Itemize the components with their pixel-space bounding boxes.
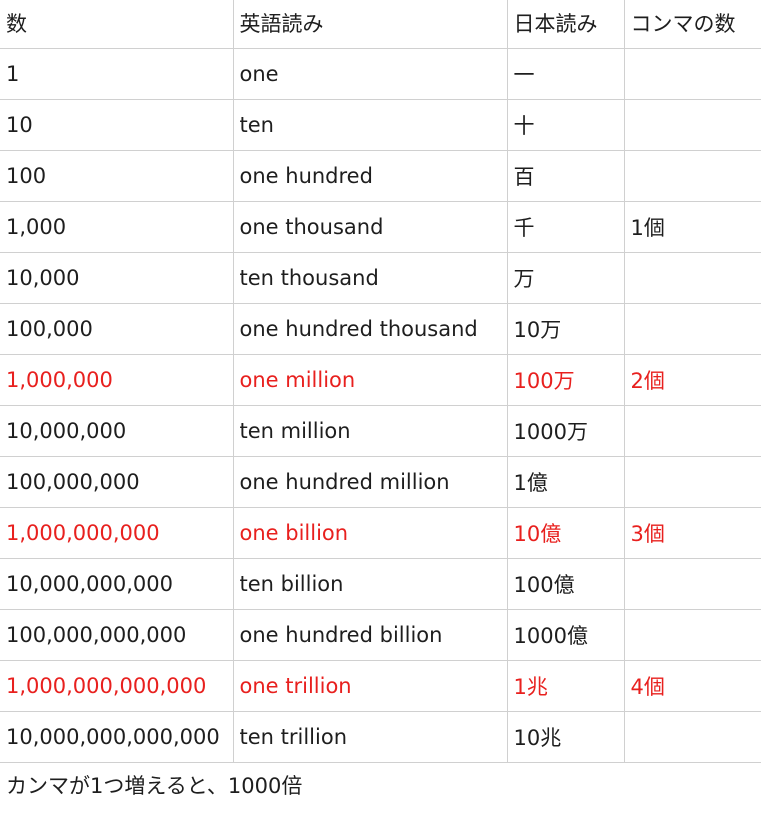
table-row: 10,000,000,000,000 ten trillion 10兆 bbox=[0, 711, 761, 763]
cell-english-reading: one hundred million bbox=[233, 456, 508, 508]
cell-number: 10,000 bbox=[0, 252, 234, 304]
cell-number: 100,000,000 bbox=[0, 456, 234, 508]
cell-number: 100,000 bbox=[0, 303, 234, 355]
footnote: カンマが1つ増えると、1000倍 bbox=[6, 773, 303, 798]
cell-number: 10,000,000 bbox=[0, 405, 234, 457]
cell-number: 1,000,000,000 bbox=[0, 507, 234, 559]
table-row: 100,000,000 one hundred million 1億 bbox=[0, 456, 761, 508]
cell-english-reading: one million bbox=[233, 354, 508, 406]
cell-english-reading: one billion bbox=[233, 507, 508, 559]
cell-number: 1 bbox=[0, 48, 234, 100]
cell-comma-count: 2個 bbox=[624, 354, 761, 406]
cell-comma-count bbox=[624, 150, 761, 202]
cell-comma-count bbox=[624, 99, 761, 151]
cell-english-reading: one bbox=[233, 48, 508, 100]
header-japanese-reading: 日本読み bbox=[507, 0, 625, 49]
header-comma-count: コンマの数 bbox=[624, 0, 761, 49]
cell-comma-count bbox=[624, 252, 761, 304]
cell-english-reading: one thousand bbox=[233, 201, 508, 253]
cell-japanese-reading: 1億 bbox=[507, 456, 625, 508]
table-row: 10,000,000,000 ten billion 100億 bbox=[0, 558, 761, 610]
cell-japanese-reading: 万 bbox=[507, 252, 625, 304]
cell-comma-count bbox=[624, 558, 761, 610]
cell-number: 1,000,000 bbox=[0, 354, 234, 406]
cell-japanese-reading: 一 bbox=[507, 48, 625, 100]
header-english-reading: 英語読み bbox=[233, 0, 508, 49]
cell-comma-count bbox=[624, 303, 761, 355]
cell-japanese-reading: 10万 bbox=[507, 303, 625, 355]
cell-number: 1,000 bbox=[0, 201, 234, 253]
cell-comma-count bbox=[624, 405, 761, 457]
table-row: 1 one 一 bbox=[0, 48, 761, 100]
cell-english-reading: ten bbox=[233, 99, 508, 151]
cell-japanese-reading: 1000億 bbox=[507, 609, 625, 661]
cell-english-reading: one trillion bbox=[233, 660, 508, 712]
cell-comma-count: 1個 bbox=[624, 201, 761, 253]
cell-comma-count bbox=[624, 456, 761, 508]
cell-english-reading: one hundred bbox=[233, 150, 508, 202]
cell-comma-count bbox=[624, 711, 761, 763]
table-row: 10,000,000 ten million 1000万 bbox=[0, 405, 761, 457]
table-row: 10 ten 十 bbox=[0, 99, 761, 151]
cell-english-reading: ten thousand bbox=[233, 252, 508, 304]
table-header: 数 英語読み 日本読み コンマの数 bbox=[0, 0, 761, 49]
cell-english-reading: one hundred thousand bbox=[233, 303, 508, 355]
cell-number: 1,000,000,000,000 bbox=[0, 660, 234, 712]
cell-japanese-reading: 百 bbox=[507, 150, 625, 202]
cell-japanese-reading: 千 bbox=[507, 201, 625, 253]
table-row: 100,000 one hundred thousand 10万 bbox=[0, 303, 761, 355]
table-row: 1,000,000,000 one billion 10億 3個 bbox=[0, 507, 761, 559]
cell-japanese-reading: 100万 bbox=[507, 354, 625, 406]
table-row: 100,000,000,000 one hundred billion 1000億 bbox=[0, 609, 761, 661]
cell-japanese-reading: 10兆 bbox=[507, 711, 625, 763]
cell-number: 10 bbox=[0, 99, 234, 151]
cell-japanese-reading: 1兆 bbox=[507, 660, 625, 712]
cell-japanese-reading: 1000万 bbox=[507, 405, 625, 457]
number-names-table: 数 英語読み 日本読み コンマの数 1 one 一 10 ten 十 100 one hund… bbox=[0, 0, 761, 763]
table-row: 100 one hundred 百 bbox=[0, 150, 761, 202]
cell-number: 100,000,000,000 bbox=[0, 609, 234, 661]
cell-comma-count: 3個 bbox=[624, 507, 761, 559]
cell-number: 10,000,000,000,000 bbox=[0, 711, 234, 763]
cell-japanese-reading: 10億 bbox=[507, 507, 625, 559]
table-row: 1,000,000 one million 100万 2個 bbox=[0, 354, 761, 406]
cell-english-reading: ten trillion bbox=[233, 711, 508, 763]
cell-english-reading: one hundred billion bbox=[233, 609, 508, 661]
header-number: 数 bbox=[0, 0, 234, 49]
cell-number: 100 bbox=[0, 150, 234, 202]
cell-japanese-reading: 十 bbox=[507, 99, 625, 151]
cell-english-reading: ten million bbox=[233, 405, 508, 457]
table-row: 10,000 ten thousand 万 bbox=[0, 252, 761, 304]
table-body: 1 one 一 10 ten 十 100 one hundred 百 1,000 one thous… bbox=[0, 48, 761, 763]
cell-comma-count: 4個 bbox=[624, 660, 761, 712]
cell-english-reading: ten billion bbox=[233, 558, 508, 610]
cell-comma-count bbox=[624, 609, 761, 661]
cell-comma-count bbox=[624, 48, 761, 100]
cell-japanese-reading: 100億 bbox=[507, 558, 625, 610]
cell-number: 10,000,000,000 bbox=[0, 558, 234, 610]
table-row: 1,000,000,000,000 one trillion 1兆 4個 bbox=[0, 660, 761, 712]
table-row: 1,000 one thousand 千 1個 bbox=[0, 201, 761, 253]
header-row: 数 英語読み 日本読み コンマの数 bbox=[0, 0, 761, 49]
